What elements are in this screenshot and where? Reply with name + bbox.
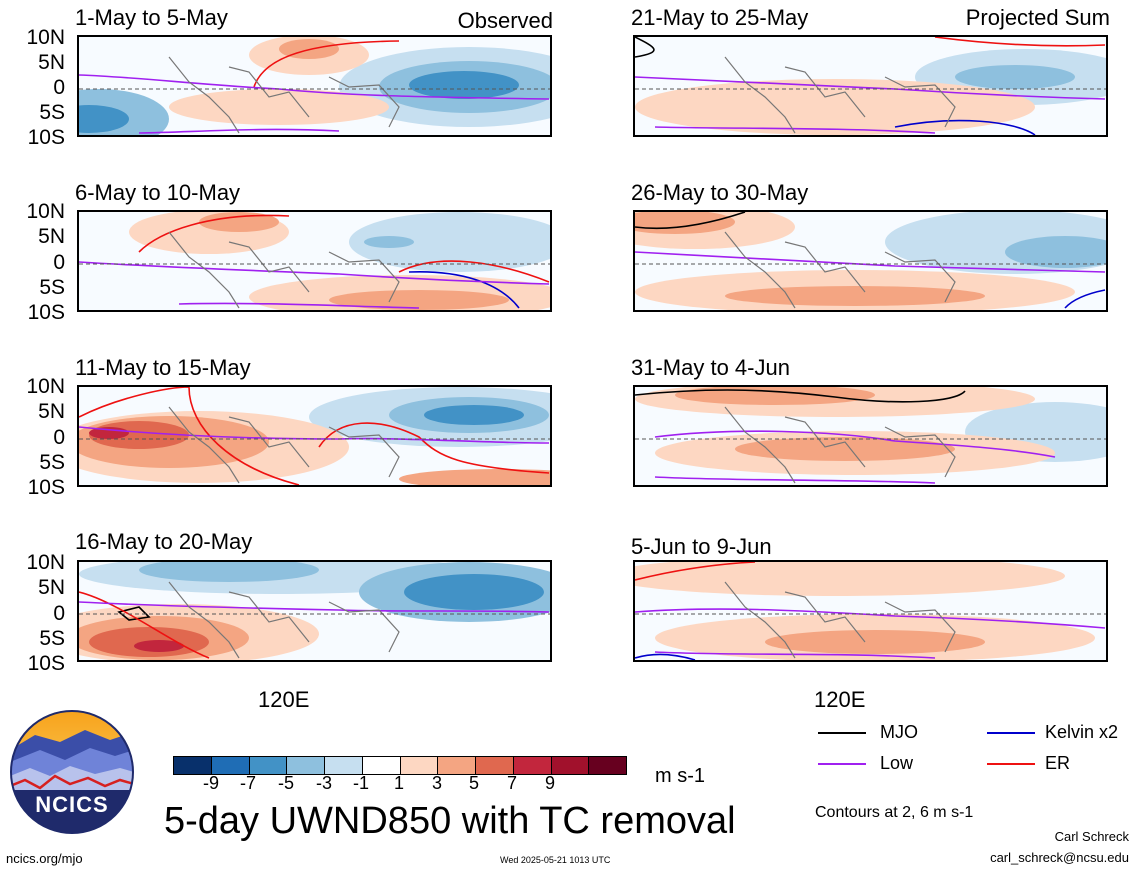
colorbar-swatch (210, 757, 249, 774)
lat-label: 5S (39, 101, 65, 124)
legend-line-mjo (818, 732, 866, 734)
colorbar-swatch (361, 757, 400, 774)
lat-label: 5N (38, 225, 65, 248)
site-url[interactable]: ncics.org/mjo (6, 851, 83, 866)
map-panel-6 (633, 210, 1108, 312)
colorbar-label: 1 (393, 773, 404, 793)
panel-2-title: 6-May to 10-May (75, 180, 241, 205)
lat-label: 10S (27, 476, 65, 499)
legend-line-kelvin (987, 732, 1035, 734)
colorbar-label: -3 (315, 773, 332, 793)
lat-label: 10N (26, 200, 65, 223)
colorbar-swatch (437, 757, 475, 774)
map-panel-7 (633, 385, 1108, 487)
lon-label-right: 120E (814, 687, 866, 712)
lat-label: 0 (53, 251, 65, 274)
panel-4-title: 16-May to 20-May (75, 529, 253, 554)
colorbar-label: -1 (352, 773, 369, 793)
colorbar-label: -5 (277, 773, 294, 793)
lat-label: 10S (27, 126, 65, 149)
lat-label: 10N (26, 375, 65, 398)
panel-5-tag: Projected Sum (965, 5, 1110, 30)
legend-label-low: Low (880, 753, 914, 773)
ncics-logo: NCICS (10, 710, 134, 834)
author-email[interactable]: carl_schreck@ncsu.edu (990, 850, 1129, 865)
map-panel-5 (633, 35, 1108, 137)
figure-title: 5-day UWND850 with TC removal (164, 800, 736, 842)
lat-label: 10S (27, 652, 65, 675)
panel-6-title: 26-May to 30-May (631, 180, 809, 205)
colorbar (173, 756, 627, 775)
lat-label: 5S (39, 627, 65, 650)
lat-label: 10S (27, 301, 65, 324)
panel-1-tag: Observed (457, 8, 553, 33)
colorbar-swatch (475, 757, 513, 774)
logo-text: NCICS (35, 792, 109, 817)
legend-label-er: ER (1045, 753, 1071, 773)
lat-label: 0 (53, 426, 65, 449)
lat-label: 5S (39, 276, 65, 299)
timestamp: Wed 2025-05-21 1013 UTC (500, 855, 611, 865)
colorbar-swatch (512, 757, 551, 774)
map-panel-4 (77, 560, 552, 662)
colorbar-swatch (399, 757, 438, 774)
panel-8-title: 5-Jun to 9-Jun (631, 534, 772, 559)
map-panel-2 (77, 210, 552, 312)
lat-label: 0 (53, 602, 65, 625)
map-panel-8 (633, 560, 1108, 662)
colorbar-label: 3 (431, 773, 442, 793)
colorbar-swatch (324, 757, 362, 774)
colorbar-label: 9 (544, 773, 555, 793)
panel-1-title: 1-May to 5-May (75, 5, 228, 30)
legend-line-low (818, 763, 866, 765)
author-name: Carl Schreck (1054, 829, 1129, 844)
panel-7-title: 31-May to 4-Jun (631, 355, 790, 380)
lat-label: 10N (26, 551, 65, 574)
colorbar-label: -7 (239, 773, 256, 793)
legend-label-mjo: MJO (880, 722, 918, 742)
lon-label-left: 120E (258, 687, 310, 712)
lat-label: 10N (26, 26, 65, 49)
contour-note: Contours at 2, 6 m s-1 (815, 804, 974, 821)
legend-label-kelvin: Kelvin x2 (1045, 722, 1119, 742)
lat-label: 0 (53, 76, 65, 99)
colorbar-swatch (248, 757, 287, 774)
lat-label: 5N (38, 576, 65, 599)
colorbar-label: 7 (506, 773, 517, 793)
lat-label: 5S (39, 451, 65, 474)
panel-5-title: 21-May to 25-May (631, 5, 809, 30)
legend-line-er (987, 763, 1035, 765)
colorbar-swatch (550, 757, 589, 774)
map-panel-1 (77, 35, 552, 137)
panel-3-title: 11-May to 15-May (75, 355, 251, 380)
map-panel-3 (77, 385, 552, 487)
colorbar-swatch (174, 757, 211, 774)
lat-label: 5N (38, 51, 65, 74)
lat-label: 5N (38, 400, 65, 423)
colorbar-label: 5 (468, 773, 479, 793)
colorbar-swatch (286, 757, 324, 774)
colorbar-units: m s-1 (655, 765, 705, 787)
colorbar-label: -9 (202, 773, 219, 793)
colorbar-swatch (588, 757, 626, 774)
